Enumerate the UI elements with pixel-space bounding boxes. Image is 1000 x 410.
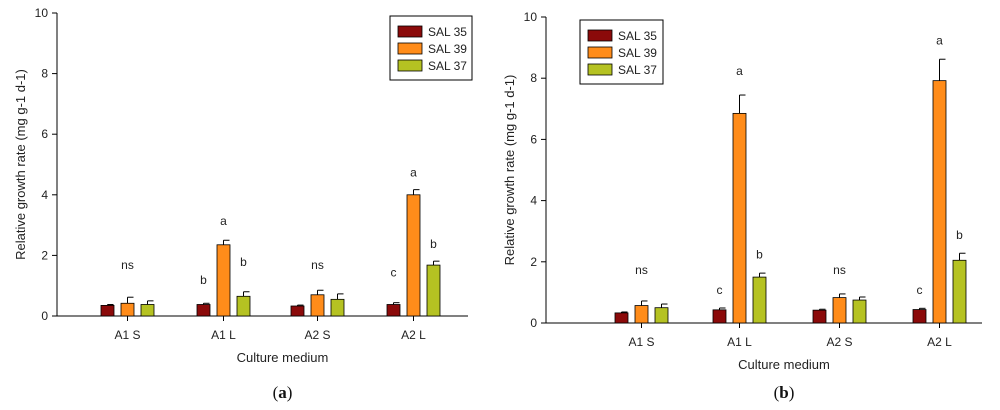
significance-label: a — [936, 34, 943, 48]
bar — [290, 305, 305, 317]
bar — [406, 194, 421, 317]
bar — [812, 309, 827, 324]
significance-label: ns — [121, 258, 134, 272]
y-axis-title: Relative growth rate (mg g-1 d-1) — [502, 75, 517, 266]
y-tick-label: 6 — [41, 127, 48, 141]
significance-label: b — [200, 273, 207, 287]
panel-caption: (b) — [774, 383, 795, 402]
y-tick-label: 0 — [41, 309, 48, 323]
x-axis-title: Culture medium — [738, 357, 830, 372]
bar — [634, 305, 649, 324]
x-tick-label: A2 S — [304, 328, 330, 342]
caption-letter: b — [779, 383, 788, 402]
y-tick-label: 0 — [530, 316, 537, 330]
bar — [330, 298, 345, 317]
bar — [100, 304, 115, 317]
bar-chart-b: 0 2 4 6 8 10 A1 S A1 L A2 S A2 L ns c a b ns c a b Culture… — [502, 10, 982, 402]
bar — [614, 312, 629, 324]
x-tick-label: A2 L — [401, 328, 426, 342]
bar — [712, 309, 727, 324]
x-tick-label: A2 S — [826, 335, 852, 349]
bar — [236, 295, 251, 317]
significance-label: c — [917, 283, 923, 297]
bar — [386, 304, 401, 317]
significance-label: b — [240, 255, 247, 269]
y-axis-title: Relative growth rate (mg g-1 d-1) — [13, 69, 28, 260]
legend-swatch — [397, 25, 423, 38]
legend: SAL 35 SAL 39 SAL 37 — [579, 19, 664, 85]
y-tick-label: 2 — [41, 248, 48, 262]
x-tick-label: A1 S — [628, 335, 654, 349]
legend-label: SAL 39 — [428, 42, 467, 56]
significance-label: b — [756, 248, 763, 262]
legend-swatch — [587, 46, 613, 59]
significance-label: c — [391, 266, 397, 280]
legend-label: SAL 37 — [618, 63, 657, 77]
bar — [932, 80, 947, 324]
significance-label: a — [220, 214, 227, 228]
legend-swatch — [587, 29, 613, 42]
caption-open-paren: ( — [774, 383, 780, 402]
panel-caption: (a) — [273, 383, 293, 402]
bar — [912, 309, 927, 324]
y-tick-label: 4 — [41, 188, 48, 202]
chart-panel-b: 0 2 4 6 8 10 A1 S A1 L A2 S A2 L ns c a b ns c a b Culture… — [500, 0, 1000, 410]
chart-panel-a: 0 2 4 6 8 10 A1 S A1 L A2 S A2 L ns b a b ns c a b Culture… — [13, 6, 473, 402]
legend-swatch — [397, 59, 423, 72]
legend-label: SAL 35 — [618, 29, 657, 43]
significance-label: a — [410, 166, 417, 180]
caption-close-paren: ) — [287, 383, 293, 402]
y-tick-label: 6 — [530, 132, 537, 146]
bar — [426, 264, 441, 317]
x-tick-label: A2 L — [927, 335, 952, 349]
legend-label: SAL 39 — [618, 46, 657, 60]
x-tick-label: A1 L — [727, 335, 752, 349]
bar — [752, 276, 767, 324]
significance-label: c — [717, 283, 723, 297]
bar — [310, 294, 325, 317]
x-tick-label: A1 L — [211, 328, 236, 342]
legend: SAL 35 SAL 39 SAL 37 — [389, 15, 473, 81]
bar — [832, 297, 847, 324]
significance-label: b — [430, 237, 437, 251]
bar — [120, 302, 135, 317]
bar-chart-a: 0 2 4 6 8 10 A1 S A1 L A2 S A2 L ns b a b ns c a b Culture… — [13, 6, 473, 402]
legend-swatch — [397, 42, 423, 55]
significance-label: b — [956, 228, 963, 242]
legend-label: SAL 35 — [428, 25, 467, 39]
significance-label: ns — [635, 263, 648, 277]
bar — [852, 299, 867, 324]
y-tick-label: 8 — [530, 71, 537, 85]
caption-letter: a — [278, 383, 287, 402]
bar — [654, 307, 669, 324]
y-tick-label: 4 — [530, 194, 537, 208]
legend-label: SAL 37 — [428, 59, 467, 73]
significance-label: ns — [311, 258, 324, 272]
caption-open-paren: ( — [273, 383, 279, 402]
bar — [952, 259, 967, 324]
significance-label: ns — [833, 263, 846, 277]
caption-close-paren: ) — [789, 383, 795, 402]
y-tick-label: 2 — [530, 255, 537, 269]
bar — [140, 304, 155, 317]
x-axis-title: Culture medium — [237, 350, 329, 365]
y-tick-label: 10 — [35, 6, 49, 20]
y-tick-label: 8 — [41, 67, 48, 81]
bar — [196, 304, 211, 317]
significance-label: a — [736, 64, 743, 78]
y-tick-label: 10 — [524, 10, 538, 24]
legend-swatch — [587, 63, 613, 76]
bar — [216, 244, 231, 317]
x-tick-label: A1 S — [114, 328, 140, 342]
bar — [732, 112, 747, 324]
